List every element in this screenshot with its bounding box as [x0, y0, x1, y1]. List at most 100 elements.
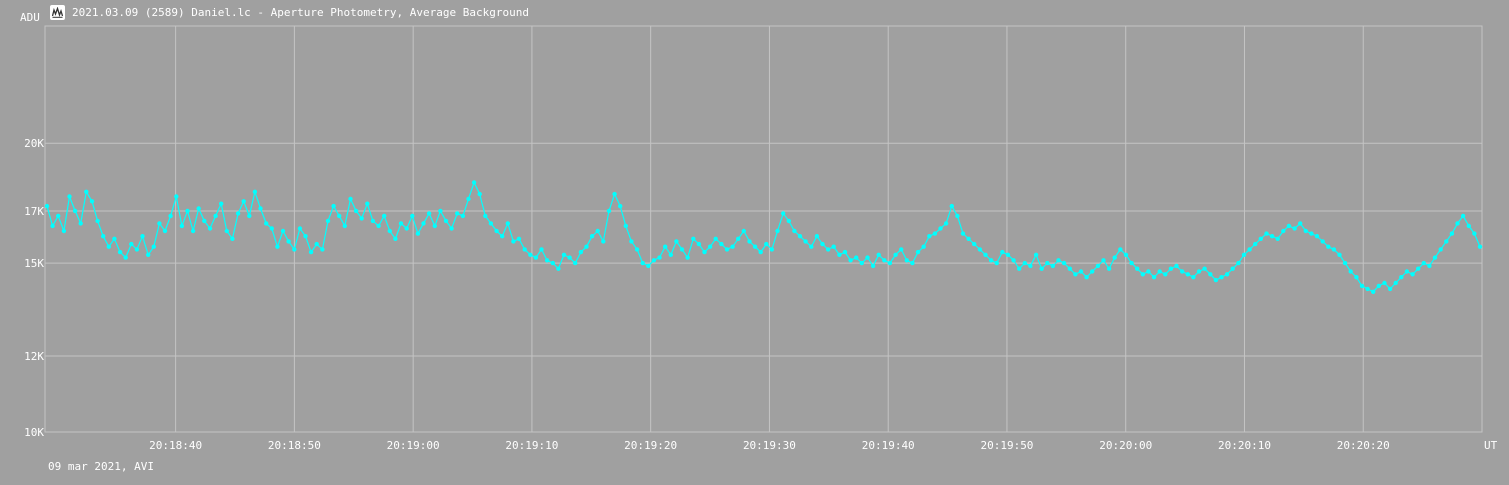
data-point[interactable]: [674, 239, 679, 244]
data-point[interactable]: [1466, 223, 1472, 229]
data-point[interactable]: [736, 236, 741, 241]
data-point[interactable]: [769, 247, 775, 252]
data-point[interactable]: [1061, 260, 1067, 266]
data-point[interactable]: [887, 260, 893, 266]
data-point[interactable]: [488, 221, 494, 226]
data-point[interactable]: [477, 191, 482, 197]
data-point[interactable]: [190, 228, 196, 234]
data-point[interactable]: [556, 266, 561, 271]
data-point[interactable]: [702, 249, 707, 255]
data-point[interactable]: [196, 206, 201, 211]
data-point[interactable]: [595, 228, 600, 234]
data-point[interactable]: [157, 221, 162, 226]
data-point[interactable]: [398, 221, 404, 226]
data-point[interactable]: [235, 211, 241, 216]
data-point[interactable]: [56, 213, 61, 219]
data-point[interactable]: [1477, 244, 1483, 249]
data-point[interactable]: [89, 199, 95, 204]
data-point[interactable]: [584, 244, 589, 249]
data-point[interactable]: [337, 213, 342, 219]
data-point[interactable]: [1314, 234, 1320, 239]
data-point[interactable]: [78, 221, 83, 226]
data-point[interactable]: [297, 226, 303, 231]
data-point[interactable]: [601, 239, 606, 244]
data-point[interactable]: [308, 249, 314, 255]
data-point[interactable]: [544, 258, 550, 263]
data-point[interactable]: [331, 203, 336, 209]
data-point[interactable]: [904, 258, 909, 263]
data-point[interactable]: [1180, 269, 1185, 274]
data-point[interactable]: [1045, 260, 1050, 266]
data-point[interactable]: [640, 260, 645, 266]
data-point[interactable]: [112, 236, 117, 241]
data-point[interactable]: [775, 228, 780, 234]
data-point[interactable]: [809, 244, 814, 249]
data-point[interactable]: [505, 221, 510, 226]
data-point[interactable]: [1275, 236, 1280, 241]
data-point[interactable]: [646, 263, 651, 269]
data-point[interactable]: [241, 199, 246, 204]
data-point[interactable]: [803, 239, 808, 244]
data-point[interactable]: [972, 241, 977, 247]
data-point[interactable]: [224, 228, 229, 234]
data-point[interactable]: [1095, 263, 1101, 269]
data-point[interactable]: [1118, 247, 1123, 252]
data-point[interactable]: [994, 260, 999, 266]
data-point[interactable]: [522, 247, 527, 252]
data-point[interactable]: [353, 208, 359, 214]
data-point[interactable]: [786, 218, 791, 224]
data-point[interactable]: [1247, 247, 1252, 252]
data-point[interactable]: [1078, 269, 1084, 274]
data-point[interactable]: [314, 241, 319, 247]
data-point[interactable]: [1135, 266, 1140, 271]
data-point[interactable]: [382, 213, 387, 219]
data-point[interactable]: [960, 231, 966, 236]
data-point[interactable]: [758, 249, 763, 255]
data-point[interactable]: [460, 213, 466, 219]
data-point[interactable]: [966, 236, 971, 241]
data-point[interactable]: [275, 244, 280, 249]
data-point[interactable]: [1320, 239, 1325, 244]
data-point[interactable]: [72, 208, 78, 214]
data-point[interactable]: [1112, 255, 1117, 260]
data-point[interactable]: [1151, 275, 1157, 280]
data-point[interactable]: [1421, 260, 1427, 266]
data-point[interactable]: [921, 244, 926, 249]
data-point[interactable]: [1123, 252, 1129, 257]
data-point[interactable]: [1382, 280, 1387, 286]
data-point[interactable]: [533, 255, 539, 260]
data-point[interactable]: [247, 213, 252, 219]
data-point[interactable]: [494, 228, 499, 234]
data-point[interactable]: [134, 247, 140, 252]
data-point[interactable]: [1416, 266, 1421, 271]
data-point[interactable]: [1444, 239, 1449, 244]
data-point[interactable]: [899, 247, 904, 252]
data-point[interactable]: [50, 223, 55, 229]
data-point[interactable]: [140, 234, 145, 239]
data-point[interactable]: [831, 244, 836, 249]
data-point[interactable]: [629, 239, 634, 244]
data-point[interactable]: [432, 223, 437, 229]
data-point[interactable]: [747, 239, 752, 244]
data-point[interactable]: [123, 255, 128, 260]
data-point[interactable]: [1264, 231, 1269, 236]
data-point[interactable]: [421, 221, 426, 226]
data-point[interactable]: [1354, 275, 1359, 280]
data-point[interactable]: [292, 247, 297, 252]
data-point[interactable]: [1073, 272, 1078, 277]
data-point[interactable]: [466, 196, 471, 202]
data-point[interactable]: [1286, 223, 1292, 229]
data-point[interactable]: [264, 221, 269, 226]
data-point[interactable]: [1056, 258, 1061, 263]
data-point[interactable]: [1174, 263, 1179, 269]
data-point[interactable]: [691, 236, 696, 241]
data-point[interactable]: [202, 218, 207, 224]
data-point[interactable]: [1191, 275, 1196, 280]
data-point[interactable]: [1292, 226, 1297, 231]
data-point[interactable]: [185, 208, 190, 214]
data-point[interactable]: [943, 221, 949, 226]
data-point[interactable]: [1432, 255, 1438, 260]
data-point[interactable]: [1101, 258, 1106, 263]
data-point[interactable]: [1022, 260, 1027, 266]
data-point[interactable]: [1011, 258, 1016, 263]
